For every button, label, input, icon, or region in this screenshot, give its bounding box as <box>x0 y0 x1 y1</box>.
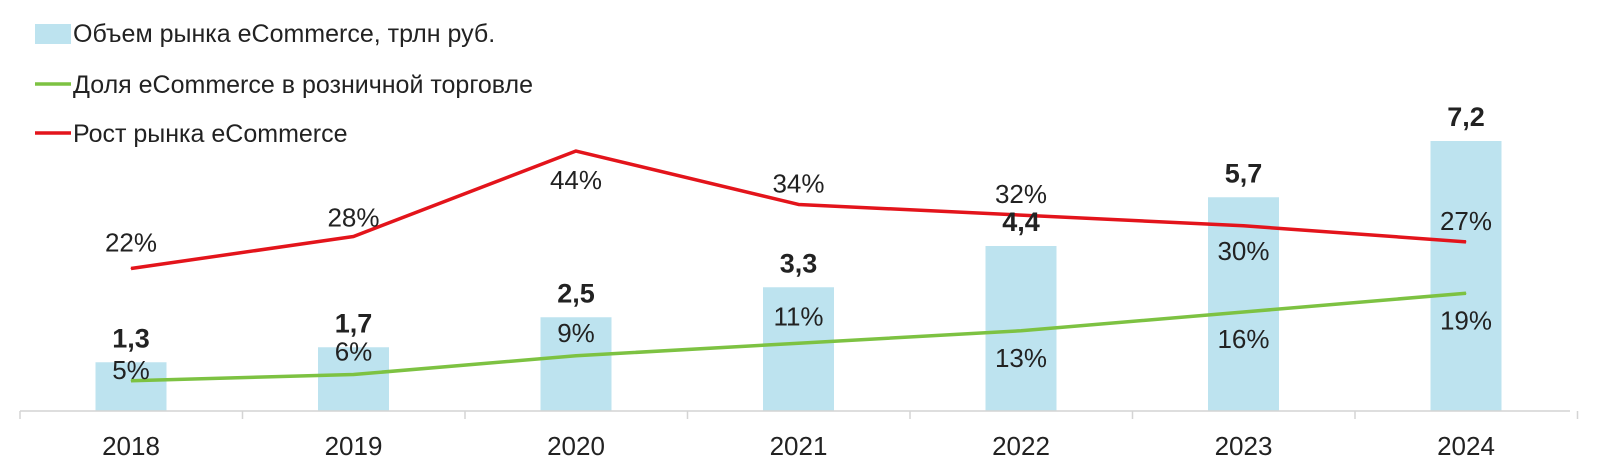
bar-2020 <box>540 317 612 411</box>
bar-value-label: 5,7 <box>1225 158 1263 188</box>
bar-2018 <box>95 362 167 411</box>
bar-value-label: 7,2 <box>1447 102 1485 132</box>
growth-line-point <box>353 235 354 237</box>
x-tick-label: 2023 <box>1215 431 1273 461</box>
growth-line-point <box>130 268 132 270</box>
share-line-point <box>798 342 799 344</box>
growth-line-point <box>1243 225 1244 227</box>
share-line-point <box>1020 330 1022 332</box>
growth-value-label: 44% <box>550 165 602 195</box>
growth-value-label: 22% <box>105 228 157 258</box>
share-value-label: 11% <box>773 301 823 331</box>
share-value-label: 16% <box>1217 324 1269 354</box>
growth-line-point <box>1020 214 1022 216</box>
bar-value-label: 3,3 <box>780 248 818 278</box>
bar-2019 <box>318 347 389 411</box>
x-tick-label: 2018 <box>102 431 160 461</box>
growth-line-point <box>1465 241 1467 243</box>
bar-2021 <box>763 287 834 411</box>
bar-2024 <box>1430 141 1502 411</box>
growth-value-label: 27% <box>1440 206 1492 236</box>
data-labels: 1,3 1,7 2,5 3,3 4,4 5,7 7,2 5% 6% 9% 11% 13% 16% 19% 2… <box>105 102 1492 385</box>
share-value-label: 9% <box>557 318 595 348</box>
bar-value-label: 2,5 <box>557 278 595 308</box>
x-tick-label: 2020 <box>547 431 605 461</box>
x-tick-label: 2022 <box>992 431 1050 461</box>
legend-swatch-volume <box>35 24 71 44</box>
share-value-label: 19% <box>1440 305 1492 335</box>
line-series <box>130 149 1467 383</box>
share-line-point <box>1243 311 1244 313</box>
growth-line-point <box>798 203 799 205</box>
growth-value-label: 34% <box>772 168 824 198</box>
share-line-point <box>1465 292 1467 294</box>
legend-label: Доля eCommerce в розничной торговле <box>73 71 533 99</box>
bar-series <box>95 141 1502 411</box>
x-tick-label: 2021 <box>770 431 828 461</box>
legend-label: Рост рынка eCommerce <box>73 120 348 148</box>
share-value-label: 5% <box>112 355 150 385</box>
growth-value-label: 28% <box>327 202 379 232</box>
growth-value-label: 30% <box>1217 236 1269 266</box>
bar-2023 <box>1208 197 1279 411</box>
share-line-point <box>130 380 132 382</box>
x-axis: 2018 2019 2020 2021 2022 2023 2024 <box>19 410 1579 461</box>
growth-line-point <box>575 150 577 152</box>
x-tick-label: 2019 <box>325 431 383 461</box>
share-value-label: 6% <box>335 337 373 367</box>
share-line-point <box>353 374 354 375</box>
legend: Объем рынка eCommerce, трлн руб. Доля eCo… <box>35 20 533 148</box>
growth-value-label: 32% <box>995 179 1047 209</box>
legend-label: Объем рынка eCommerce, трлн руб. <box>73 20 495 48</box>
share-value-label: 13% <box>995 343 1047 373</box>
share-line-point <box>575 355 577 357</box>
bar-value-label: 1,3 <box>112 323 150 353</box>
bar-value-label: 1,7 <box>335 308 373 338</box>
x-tick-label: 2024 <box>1437 431 1495 461</box>
bar-value-label: 4,4 <box>1002 207 1040 237</box>
